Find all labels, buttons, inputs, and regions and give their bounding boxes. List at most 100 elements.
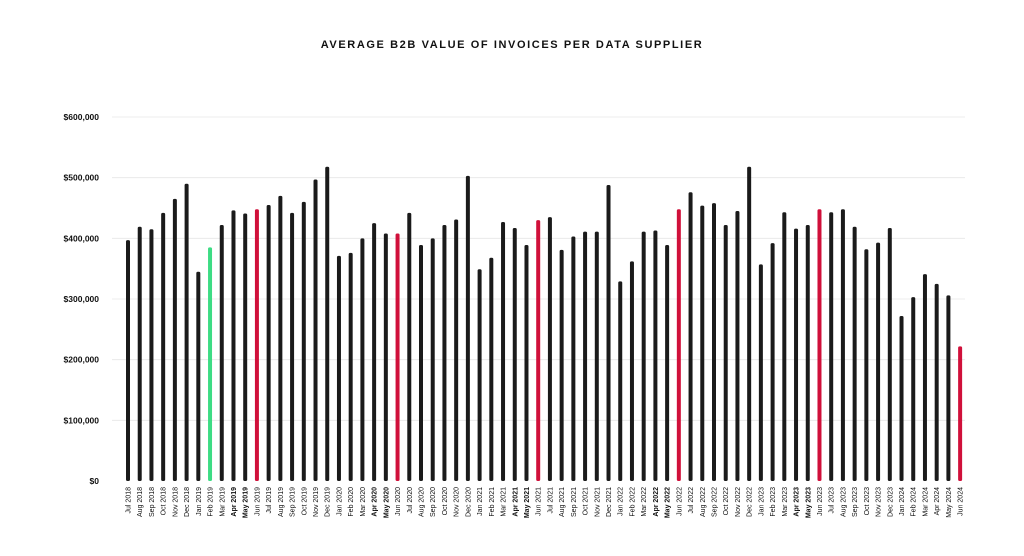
y-tick-label: $0 (90, 476, 100, 486)
bar (348, 252, 353, 481)
y-tick-label: $200,000 (64, 355, 100, 365)
x-tick-label: May 2024 (946, 487, 953, 518)
x-tick-label: Mar 2019 (219, 487, 226, 517)
bar (196, 271, 201, 481)
x-tick-label: Mar 2020 (360, 487, 367, 517)
x-tick-label: Aug 2018 (137, 487, 144, 517)
bar (899, 315, 904, 481)
x-tick-label: Aug 2022 (700, 487, 707, 517)
y-tick-label: $600,000 (64, 112, 100, 122)
bar (934, 283, 939, 481)
bar (571, 236, 576, 481)
x-tick-label: May 2023 (805, 487, 812, 518)
x-tick-label: Nov 2019 (313, 487, 320, 517)
x-tick-label: Dec 2022 (747, 487, 754, 517)
bar (454, 219, 459, 481)
x-tick-label: Apr 2023 (794, 487, 801, 517)
bar (583, 231, 588, 481)
bar (501, 221, 506, 481)
bar (700, 205, 705, 481)
x-tick-label: Jul 2018 (126, 487, 133, 514)
y-tick-label: $500,000 (64, 173, 100, 183)
bar (829, 212, 834, 481)
x-tick-label: Jul 2019 (266, 487, 273, 514)
x-tick-label: Jan 2021 (477, 487, 484, 516)
bar (735, 211, 740, 482)
x-tick-label: Sep 2019 (290, 487, 297, 517)
x-tick-label: Jun 2020 (395, 487, 402, 516)
bar (219, 224, 224, 481)
bar (876, 242, 881, 481)
x-tick-label: Mar 2024 (922, 487, 929, 517)
bar (208, 247, 213, 481)
x-tick-label: Mar 2021 (501, 487, 508, 517)
bar (641, 231, 646, 481)
bar (137, 226, 142, 481)
bar (946, 295, 951, 481)
bar (559, 249, 564, 481)
x-tick-label: Jan 2023 (758, 487, 765, 516)
bar (489, 257, 494, 481)
x-tick-label: Jan 2024 (899, 487, 906, 516)
bar (911, 297, 916, 481)
x-tick-label: Apr 2020 (372, 487, 379, 517)
bar (172, 198, 177, 481)
y-tick-label: $100,000 (64, 415, 100, 425)
x-tick-label: May 2021 (524, 487, 531, 518)
bar (629, 261, 634, 481)
x-tick-label: Jun 2024 (958, 487, 965, 516)
x-tick-label: Nov 2018 (172, 487, 179, 517)
bar (254, 209, 259, 482)
bar (325, 166, 330, 481)
x-tick-label: Oct 2018 (161, 487, 168, 516)
bar (747, 166, 752, 481)
x-tick-label: Mar 2022 (641, 487, 648, 517)
chart-title: AVERAGE B2B VALUE OF INVOICES PER DATA S… (320, 39, 704, 51)
x-tick-label: Feb 2019 (208, 487, 215, 517)
bar (161, 212, 166, 481)
x-tick-label: Dec 2019 (325, 487, 332, 517)
bar (313, 179, 318, 481)
x-tick-label: Dec 2018 (184, 487, 191, 517)
x-tick-label: Oct 2019 (301, 487, 308, 516)
x-tick-label: Sep 2018 (149, 487, 156, 517)
x-tick-label: Feb 2022 (629, 487, 636, 517)
bar (372, 223, 377, 481)
x-tick-label: Dec 2021 (606, 487, 613, 517)
bar (301, 201, 306, 481)
x-tick-label: May 2019 (243, 487, 250, 518)
bar (852, 226, 857, 481)
x-tick-label: Jun 2022 (676, 487, 683, 516)
bar (149, 229, 154, 481)
bar (922, 274, 927, 481)
x-tick-label: Mar 2023 (782, 487, 789, 517)
x-tick-label: Dec 2023 (887, 487, 894, 517)
bar (547, 217, 552, 481)
x-tick-label: Oct 2021 (583, 487, 590, 516)
x-tick-label: Jan 2019 (196, 487, 203, 516)
bar (770, 243, 775, 481)
bar (665, 245, 670, 481)
bar (840, 209, 845, 482)
x-tick-label: Nov 2023 (876, 487, 883, 517)
y-axis-ticks: $0 $100,000 $200,000 $300,000 $400,000 $500,0… (64, 112, 100, 486)
bar (266, 204, 271, 481)
x-tick-label: Jul 2020 (407, 487, 414, 514)
bar (864, 249, 869, 481)
bar (524, 245, 529, 481)
x-tick-label: Sep 2023 (852, 487, 859, 517)
bar (336, 255, 341, 481)
x-tick-label: Apr 2021 (512, 487, 519, 517)
x-tick-label: May 2020 (383, 487, 390, 518)
bar (712, 203, 716, 481)
bar (794, 228, 799, 481)
x-tick-label: Aug 2019 (278, 487, 285, 517)
bar (395, 233, 400, 481)
x-tick-label: Jan 2022 (618, 487, 625, 516)
bar (442, 224, 447, 481)
bar (817, 209, 822, 482)
bar (465, 175, 470, 481)
bar (360, 238, 365, 481)
x-tick-label: Sep 2020 (430, 487, 437, 517)
